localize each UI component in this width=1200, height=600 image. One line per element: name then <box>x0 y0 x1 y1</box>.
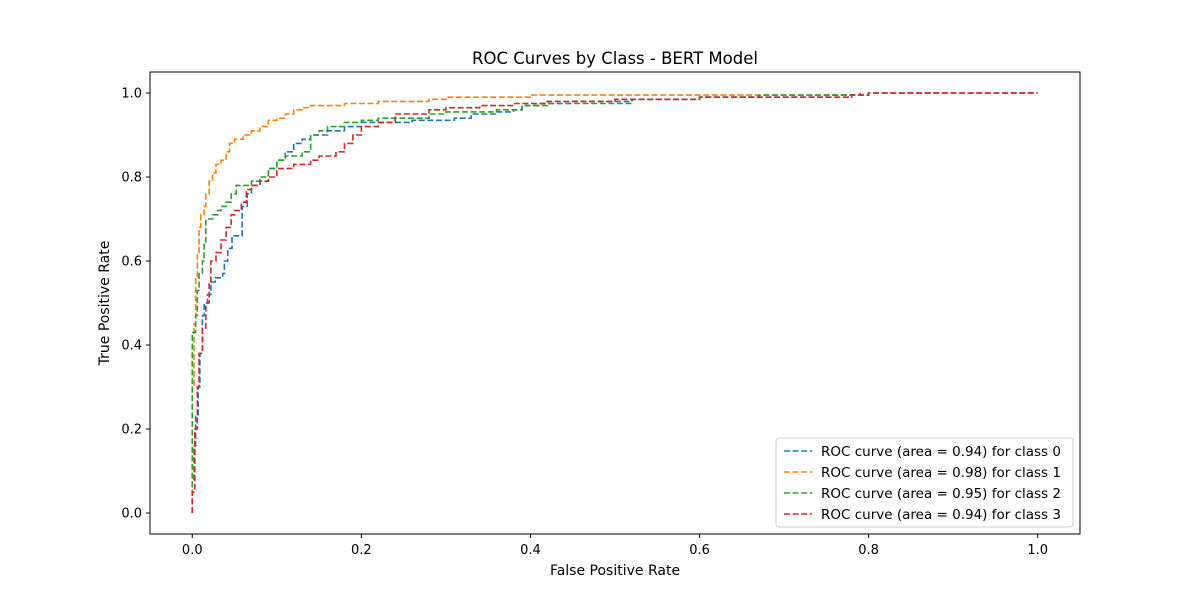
x-tick-label: 0.8 <box>858 543 879 558</box>
roc-curve-class-2 <box>191 93 861 513</box>
y-tick-label: 0.0 <box>121 507 142 522</box>
y-tick-label: 0.2 <box>121 423 142 438</box>
y-tick-label: 0.8 <box>121 171 142 186</box>
x-tick-label: 0.4 <box>520 543 541 558</box>
roc-curve-class-1 <box>191 92 1038 513</box>
y-axis-label: True Positive Rate <box>97 241 113 367</box>
x-axis-ticks: 0.0 0.2 0.4 0.6 0.8 1.0 <box>182 534 1048 558</box>
plot-area <box>149 71 1081 535</box>
legend-label-class-3: ROC curve (area = 0.94) for class 3 <box>821 507 1061 523</box>
x-axis-label: False Positive Rate <box>550 563 680 579</box>
x-tick-label: 1.0 <box>1027 543 1048 558</box>
roc-curves <box>191 92 1038 513</box>
chart-title: ROC Curves by Class - BERT Model <box>472 49 758 68</box>
legend-label-class-1: ROC curve (area = 0.98) for class 1 <box>821 465 1061 481</box>
x-tick-label: 0.6 <box>689 543 710 558</box>
y-tick-label: 1.0 <box>121 87 142 102</box>
y-axis-ticks: 0.0 0.2 0.4 0.6 0.8 1.0 <box>121 87 150 522</box>
legend-box <box>775 437 1074 528</box>
legend-label-class-0: ROC curve (area = 0.94) for class 0 <box>821 444 1061 460</box>
y-tick-label: 0.6 <box>121 255 142 270</box>
x-tick-label: 0.2 <box>351 543 372 558</box>
roc-curve-class-3 <box>191 92 1038 513</box>
plot-frame <box>149 71 1081 535</box>
legend-label-class-2: ROC curve (area = 0.95) for class 2 <box>821 486 1061 502</box>
legend: ROC curve (area = 0.94) for class 0 ROC c… <box>775 437 1074 528</box>
x-tick-label: 0.0 <box>182 543 203 558</box>
y-tick-label: 0.4 <box>121 339 142 354</box>
